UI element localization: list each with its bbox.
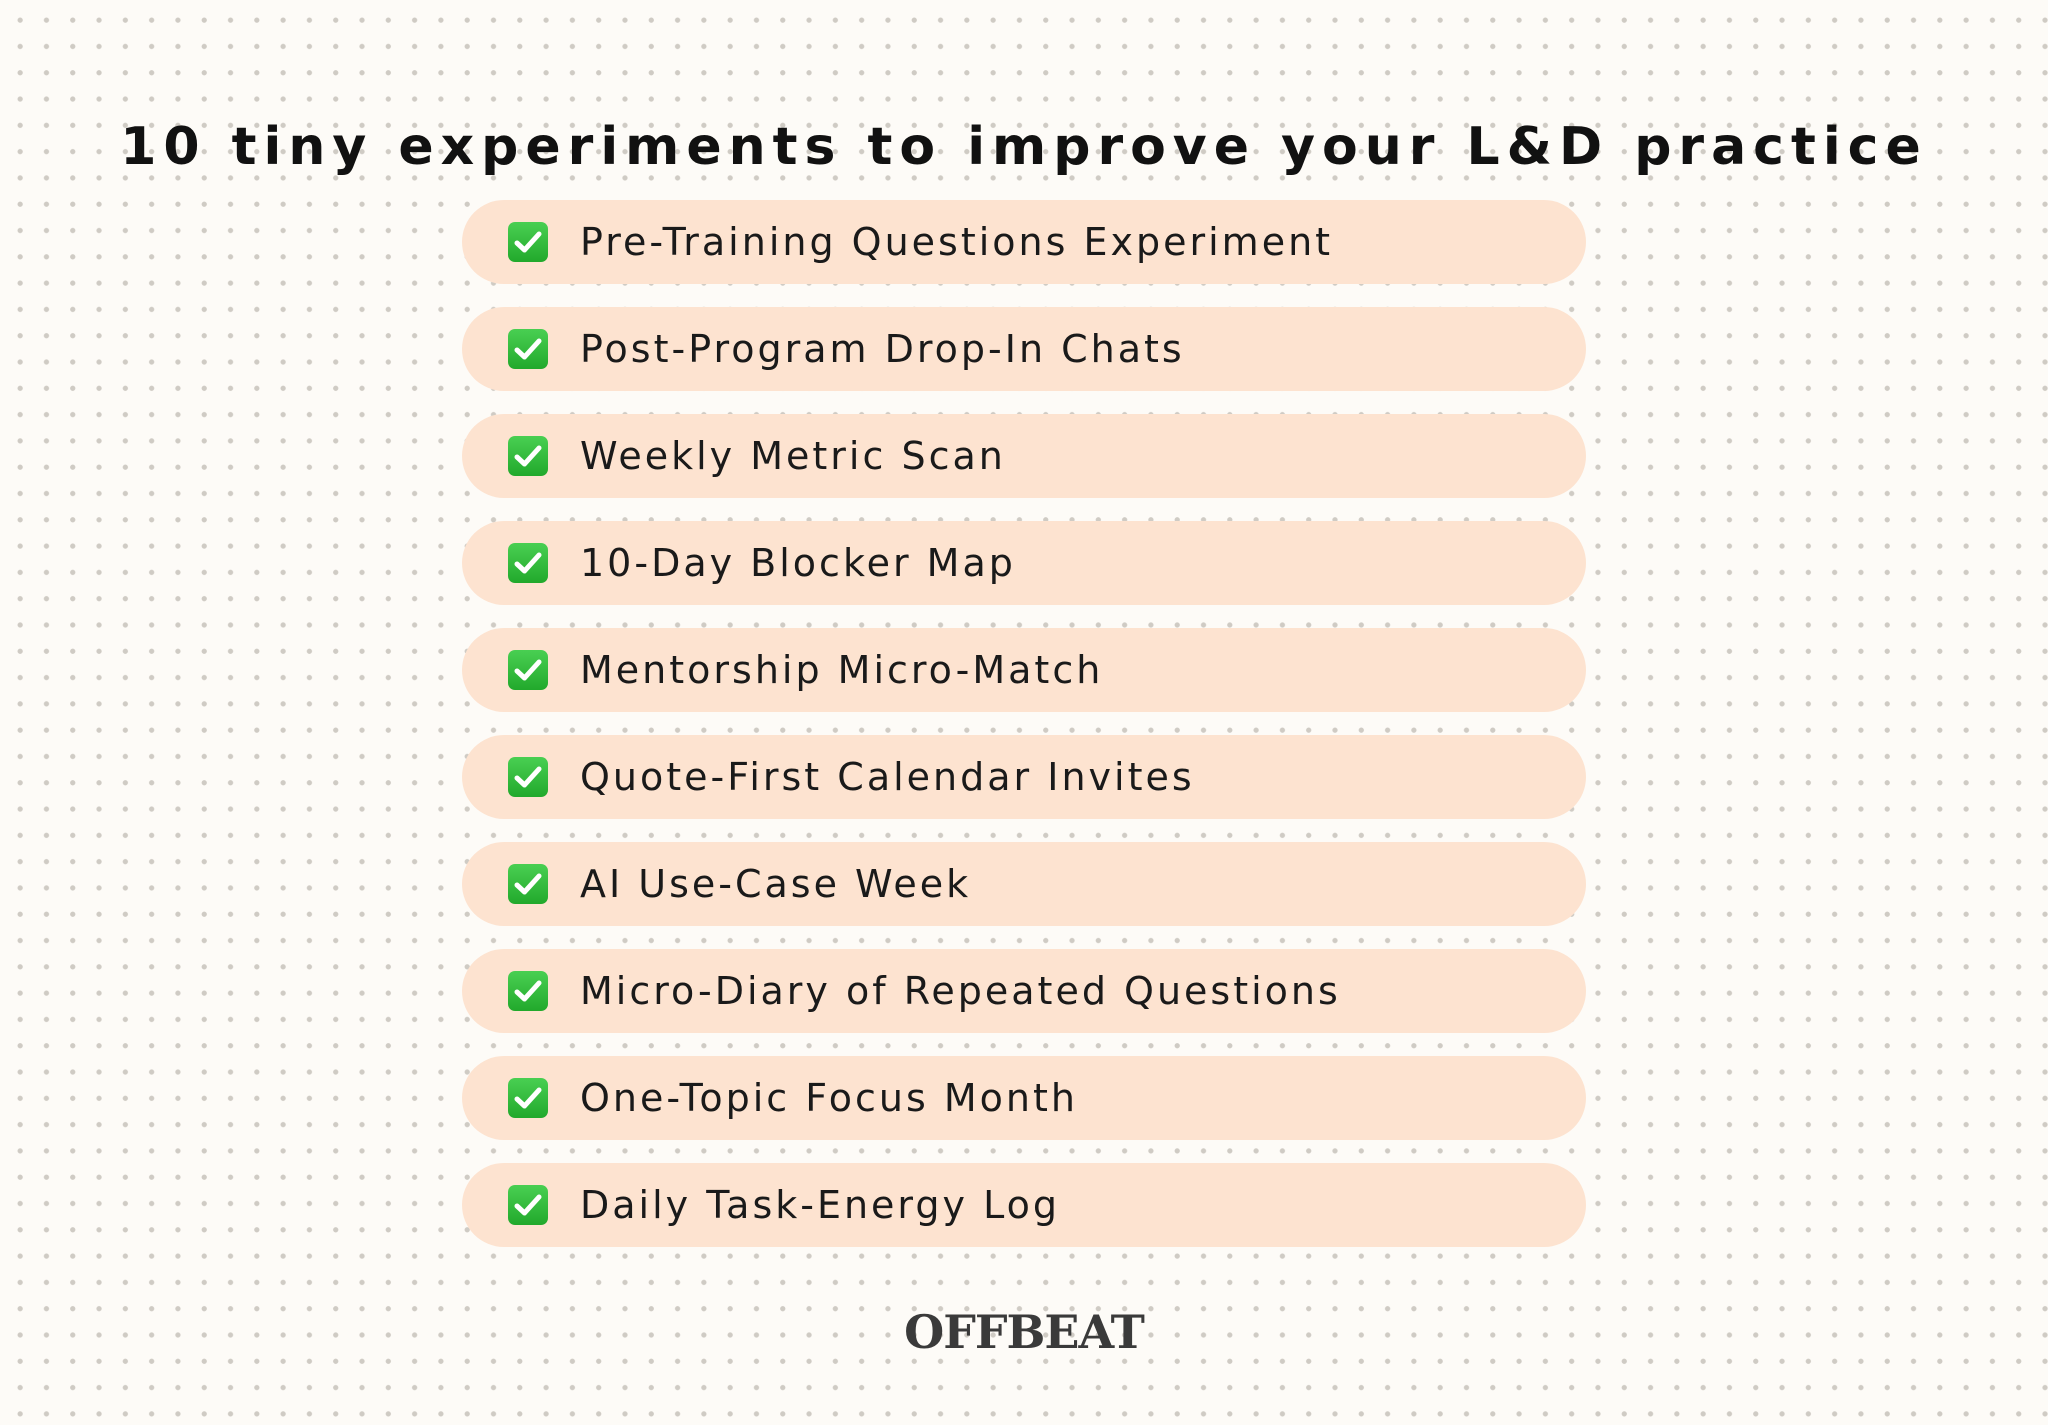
check-mark-button-icon — [508, 864, 548, 904]
list-item-label: AI Use-Case Week — [580, 862, 972, 906]
check-mark-button-icon — [508, 650, 548, 690]
list-item-label: Post-Program Drop-In Chats — [580, 327, 1185, 371]
list-item-label: One-Topic Focus Month — [580, 1076, 1078, 1120]
experiment-list: Pre-Training Questions Experiment Post-P… — [462, 200, 1586, 1247]
list-item: Post-Program Drop-In Chats — [462, 307, 1586, 391]
list-item: 10-Day Blocker Map — [462, 521, 1586, 605]
list-item: Quote-First Calendar Invites — [462, 735, 1586, 819]
check-mark-button-icon — [508, 543, 548, 583]
list-item: AI Use-Case Week — [462, 842, 1586, 926]
check-mark-button-icon — [508, 436, 548, 476]
list-item: Weekly Metric Scan — [462, 414, 1586, 498]
list-item: Mentorship Micro-Match — [462, 628, 1586, 712]
list-item-label: Daily Task-Energy Log — [580, 1183, 1060, 1227]
list-item-label: Weekly Metric Scan — [580, 434, 1006, 478]
list-item-label: Quote-First Calendar Invites — [580, 755, 1195, 799]
list-item-label: Pre-Training Questions Experiment — [580, 220, 1334, 264]
list-item-label: Mentorship Micro-Match — [580, 648, 1104, 692]
list-item: Micro-Diary of Repeated Questions — [462, 949, 1586, 1033]
check-mark-button-icon — [508, 971, 548, 1011]
list-item: Pre-Training Questions Experiment — [462, 200, 1586, 284]
check-mark-button-icon — [508, 222, 548, 262]
list-item: Daily Task-Energy Log — [462, 1163, 1586, 1247]
page-title: 10 tiny experiments to improve your L&D … — [120, 116, 1928, 177]
check-mark-button-icon — [508, 1185, 548, 1225]
check-mark-button-icon — [508, 329, 548, 369]
check-mark-button-icon — [508, 757, 548, 797]
check-mark-button-icon — [508, 1078, 548, 1118]
brand-logo: OFFBEAT — [904, 1305, 1145, 1359]
list-item-label: 10-Day Blocker Map — [580, 541, 1016, 585]
list-item-label: Micro-Diary of Repeated Questions — [580, 969, 1341, 1013]
list-item: One-Topic Focus Month — [462, 1056, 1586, 1140]
